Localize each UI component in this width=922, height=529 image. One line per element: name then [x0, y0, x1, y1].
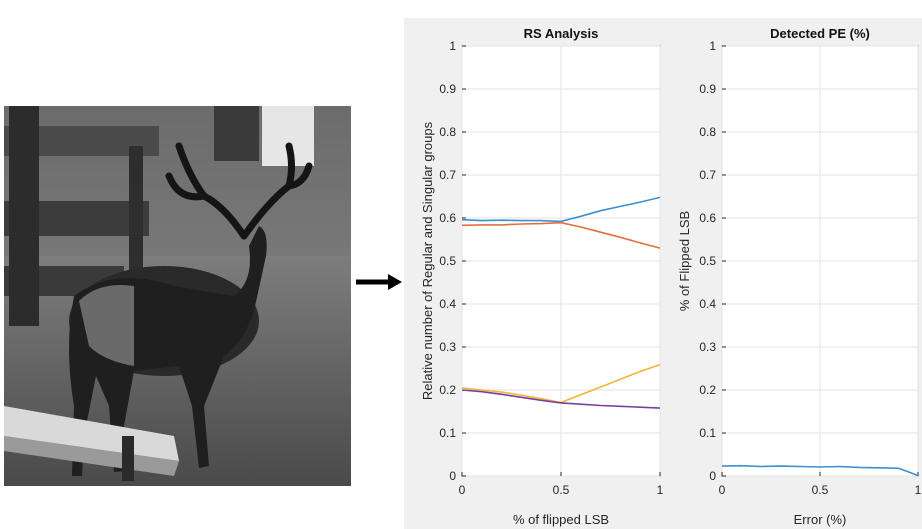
x-tick-label: 0 [459, 483, 466, 497]
y-tick-label: 0.3 [699, 340, 716, 354]
y-axis-label: Relative number of Regular and Singular … [420, 121, 435, 400]
x-tick-label: 1 [657, 483, 664, 497]
y-tick-label: 0.1 [439, 426, 456, 440]
y-tick-label: 0.4 [439, 297, 456, 311]
x-tick-label: 0.5 [812, 483, 829, 497]
y-tick-label: 0.8 [439, 125, 456, 139]
y-tick-label: 0.3 [439, 340, 456, 354]
y-tick-label: 0 [449, 469, 456, 483]
y-tick-label: 0.5 [439, 254, 456, 268]
y-tick-label: 0.6 [439, 211, 456, 225]
y-tick-label: 0.2 [699, 383, 716, 397]
series-line-4 [461, 389, 661, 409]
y-tick-label: 0.6 [699, 211, 716, 225]
tick-labels: 0 0.1 0.2 0.3 0.4 0.5 0.6 0.7 0.8 0.9 1 0 0.5 1 [439, 39, 663, 497]
chart-title: RS Analysis [524, 26, 599, 41]
y-tick-label: 0.4 [699, 297, 716, 311]
y-tick-label: 0.9 [699, 82, 716, 96]
series-lines [721, 464, 919, 477]
tick-labels: 0 0.1 0.2 0.3 0.4 0.5 0.6 0.7 0.8 0.9 1 0 0.5 1 [699, 39, 921, 497]
y-tick-label: 0 [709, 469, 716, 483]
y-tick-label: 0.1 [699, 426, 716, 440]
series-line-2 [461, 221, 661, 249]
right-arrow-icon [356, 274, 402, 290]
deer-photo [4, 106, 351, 486]
chart-panel-detected-pe: 0 0.1 0.2 0.3 0.4 0.5 0.6 0.7 0.8 0.9 1 0 0.5 1 Detec… [677, 26, 922, 527]
x-tick-label: 0.5 [553, 483, 570, 497]
y-tick-label: 1 [449, 39, 456, 53]
y-tick-label: 1 [709, 39, 716, 53]
series-line-1 [721, 464, 919, 477]
y-tick-label: 0.7 [699, 168, 716, 182]
y-tick-label: 0.8 [699, 125, 716, 139]
series-lines [461, 196, 661, 409]
y-tick-label: 0.5 [699, 254, 716, 268]
y-tick-label: 0.9 [439, 82, 456, 96]
x-axis-label: Error (%) [794, 512, 847, 527]
x-tick-label: 1 [915, 483, 922, 497]
y-tick-label: 0.7 [439, 168, 456, 182]
y-axis-label: % of Flipped LSB [677, 211, 692, 311]
series-line-1 [461, 196, 661, 223]
rs-analysis-figure: 0 0.1 0.2 0.3 0.4 0.5 0.6 0.7 0.8 0.9 1 0 0.5 1 RS An… [404, 18, 922, 529]
chart-title: Detected PE (%) [770, 26, 870, 41]
chart-panel-rs-analysis: 0 0.1 0.2 0.3 0.4 0.5 0.6 0.7 0.8 0.9 1 0 0.5 1 RS An… [420, 26, 664, 527]
y-tick-label: 0.2 [439, 383, 456, 397]
x-axis-label: % of flipped LSB [513, 512, 609, 527]
x-tick-label: 0 [719, 483, 726, 497]
